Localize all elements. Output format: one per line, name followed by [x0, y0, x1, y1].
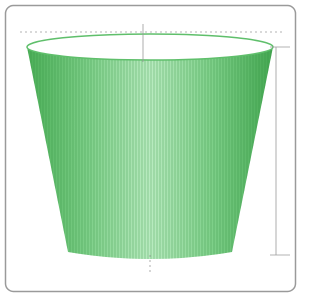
drawing [0, 0, 301, 297]
page [0, 0, 301, 297]
